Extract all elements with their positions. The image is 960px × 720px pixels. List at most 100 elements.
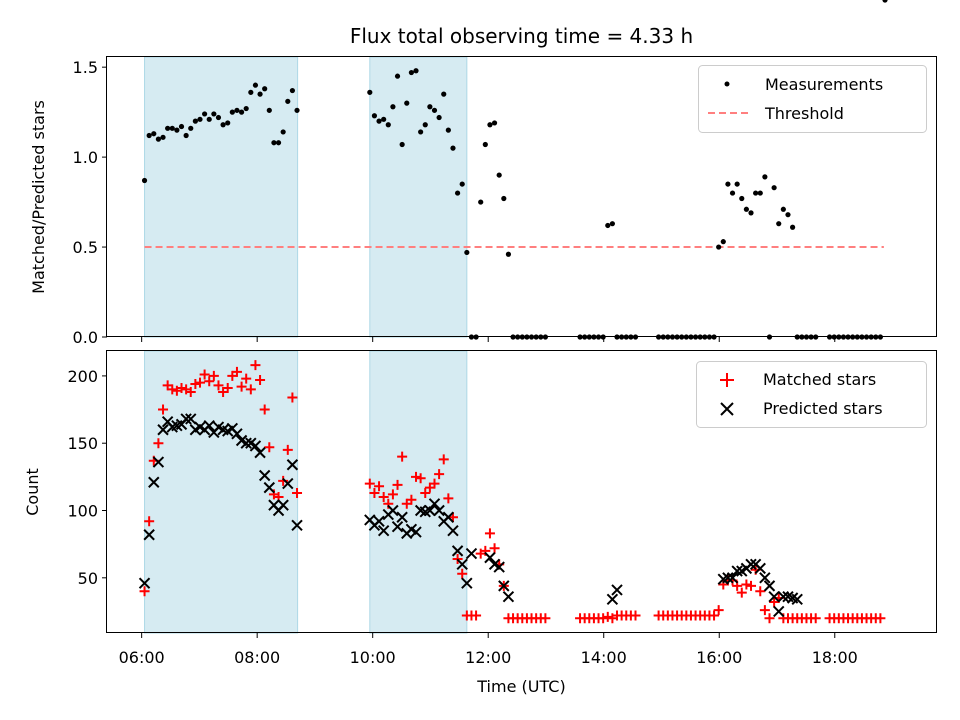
predicted-star-point (484, 551, 496, 564)
matched-star-point (144, 516, 155, 527)
matched-star-point (176, 383, 187, 394)
measurement-point (436, 114, 442, 121)
matched-stars-points (140, 360, 886, 624)
measurement-point (771, 185, 777, 191)
measurement-point (482, 141, 488, 148)
bottom-x-ticks: 06:00 08:00 10:00 12:00 14:00 16:00 18:00 (119, 633, 858, 667)
predicted-star-point (465, 547, 478, 560)
measurement-point (422, 122, 428, 128)
matched-star-point (434, 469, 445, 480)
predicted-star-point (249, 440, 262, 452)
bottom-y-ticks: 50 100 150 200 (67, 367, 107, 588)
measurement-point (454, 190, 461, 196)
predicted-star-point (410, 526, 422, 538)
top-y-axis-label: Matched/Predicted stars (29, 100, 48, 294)
measurement-point (266, 107, 272, 113)
matched-star-point (540, 613, 551, 624)
measurement-point (225, 120, 231, 126)
measurement-point (487, 122, 493, 128)
matched-star-point (255, 374, 266, 385)
matched-star-point (194, 377, 205, 388)
predicted-star-point (428, 498, 441, 510)
matched-star-point (484, 528, 495, 539)
matched-star-point (457, 568, 468, 579)
predicted-star-point (451, 545, 464, 557)
measurement-point (720, 239, 726, 245)
matched-star-point (415, 473, 426, 484)
matched-star-point (199, 369, 210, 380)
chart-title: Flux total observing time = 4.33 h (350, 24, 693, 48)
measurement-point (605, 222, 611, 229)
measurement-point (725, 181, 731, 187)
measurement-point (202, 111, 208, 117)
measurement-point (206, 116, 212, 122)
observing-window-span (369, 350, 468, 634)
measurement-point (197, 116, 203, 122)
predicted-star-point (768, 590, 780, 603)
matched-star-point (755, 586, 766, 597)
matched-star-point (741, 579, 752, 590)
predicted-star-point (157, 424, 169, 436)
bottom-legend-frame (696, 361, 927, 428)
measurement-point (431, 107, 438, 113)
legend-label-matched: Matched stars (763, 370, 876, 389)
measurement-point (399, 141, 405, 148)
measurement-point (790, 224, 796, 230)
measurement-point (238, 109, 245, 115)
measurement-point (739, 195, 745, 202)
matched-star-point (369, 488, 380, 499)
matched-star-point (709, 610, 720, 621)
measurement-point (146, 132, 152, 139)
measurement-point (762, 174, 768, 180)
measurement-point (408, 69, 414, 76)
predicted-star-point (258, 469, 271, 482)
matched-star-point (231, 366, 242, 377)
measurement-point (188, 125, 194, 131)
matched-star-point (406, 494, 417, 505)
matched-star-point (287, 392, 298, 403)
bottom-panel: 50 100 150 200 06:00 08:00 10:00 12:00 14:00 16:… (23, 350, 937, 696)
measurement-point (215, 114, 222, 121)
matched-star-point (185, 387, 196, 398)
matched-star-point (250, 360, 261, 371)
measurement-point (385, 122, 391, 128)
measurement-point (280, 129, 286, 135)
measurement-point (450, 145, 456, 151)
matched-star-point (153, 438, 164, 449)
matched-star-point (471, 610, 482, 621)
measurement-point (491, 120, 498, 126)
measurement-point (501, 195, 507, 202)
predicted-star-point (185, 413, 197, 425)
measurement-point (413, 68, 419, 74)
measurement-point (729, 190, 736, 196)
x-tick-label: 18:00 (812, 648, 858, 667)
matched-star-point (236, 381, 247, 392)
x-axis-label: Time (UTC) (476, 677, 565, 696)
measurement-point (459, 181, 465, 187)
predicted-star-point (745, 558, 757, 571)
matched-star-point (241, 373, 252, 384)
bottom-y-tick-label: 100 (67, 502, 98, 521)
top-plot-frame (106, 56, 937, 337)
top-y-tick-label: 0.5 (73, 238, 98, 257)
observing-window-span (144, 350, 299, 634)
matched-star-point (736, 587, 747, 598)
measurement-point (505, 251, 512, 257)
measurement-point (609, 221, 615, 227)
predicted-star-point (396, 511, 408, 523)
measurement-point (743, 206, 749, 212)
measurement-point (464, 249, 470, 256)
measurement-point (178, 123, 185, 130)
predicted-star-point (777, 590, 790, 603)
measurement-point (367, 89, 373, 95)
predicted-star-point (606, 593, 619, 606)
predicted-star-point (387, 504, 399, 517)
measurement-point (478, 199, 484, 205)
predicted-star-point (291, 519, 303, 532)
measurement-point (183, 132, 189, 139)
measurement-point (160, 134, 166, 140)
predicted-star-point (152, 456, 165, 468)
legend-label-predicted: Predicted stars (763, 399, 883, 418)
predicted-star-point (493, 561, 505, 573)
legend-measurement-marker (724, 81, 730, 87)
